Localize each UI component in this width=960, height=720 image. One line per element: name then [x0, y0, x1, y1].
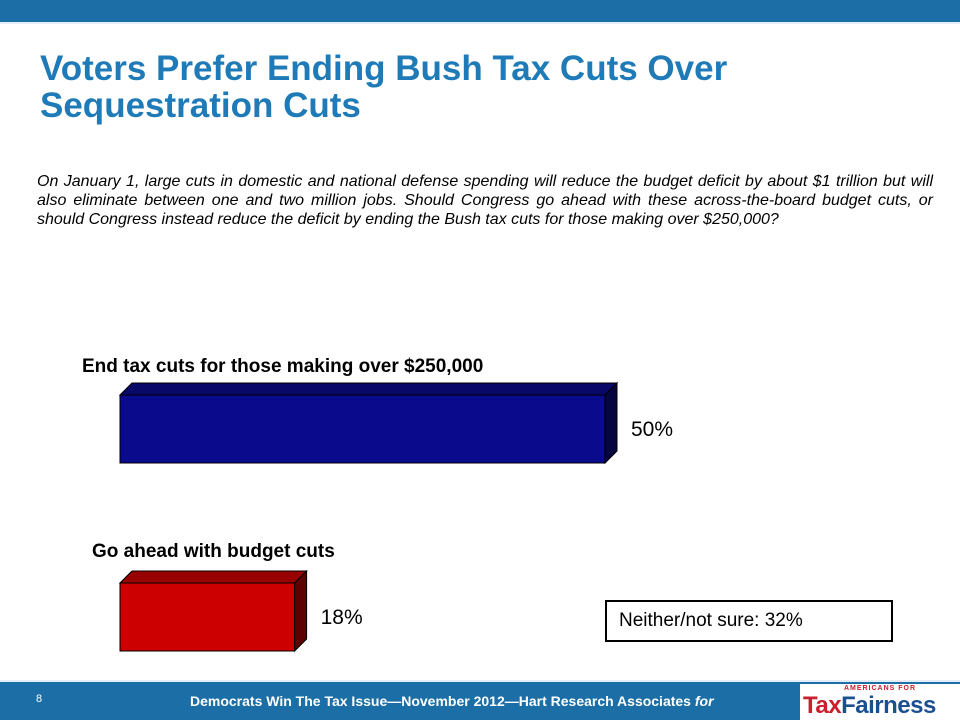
- category-label-0: End tax cuts for those making over $250,…: [82, 356, 483, 377]
- logo-word-fairness: Fairness: [841, 692, 936, 719]
- footer-for: for: [694, 693, 714, 709]
- top-banner: [0, 0, 960, 22]
- footer-divider: [0, 680, 960, 682]
- bar-top-1: [118, 570, 308, 584]
- bar-side-1: [294, 569, 308, 653]
- footer-credit-text: Democrats Win The Tax Issue—November 201…: [190, 693, 691, 709]
- value-label-1: 18%: [321, 606, 363, 629]
- bar-side-0: [604, 381, 618, 465]
- page-number: 8: [36, 693, 43, 705]
- category-label-1: Go ahead with budget cuts: [92, 541, 335, 562]
- logo-tagline: AMERICANS FOR: [843, 685, 917, 692]
- neither-note-box: Neither/not sure: 32%: [605, 600, 893, 642]
- americans-for-tax-fairness-logo: AMERICANS FOR TaxFairness: [800, 684, 960, 720]
- bar-chart: End tax cuts for those making over $250,…: [82, 356, 673, 653]
- footer-credit: Democrats Win The Tax Issue—November 201…: [190, 693, 714, 709]
- top-divider: [0, 22, 960, 24]
- bar-0: [119, 394, 606, 464]
- value-label-0: 50%: [631, 418, 673, 441]
- bar-top-0: [118, 382, 619, 396]
- survey-question: On January 1, large cuts in domestic and…: [37, 173, 933, 228]
- bar-1: [119, 582, 296, 652]
- slide-title: Voters Prefer Ending Bush Tax Cuts Over …: [40, 49, 728, 125]
- logo-word-tax: Tax: [803, 692, 842, 719]
- logo-wordmark: TaxFairness: [803, 692, 936, 720]
